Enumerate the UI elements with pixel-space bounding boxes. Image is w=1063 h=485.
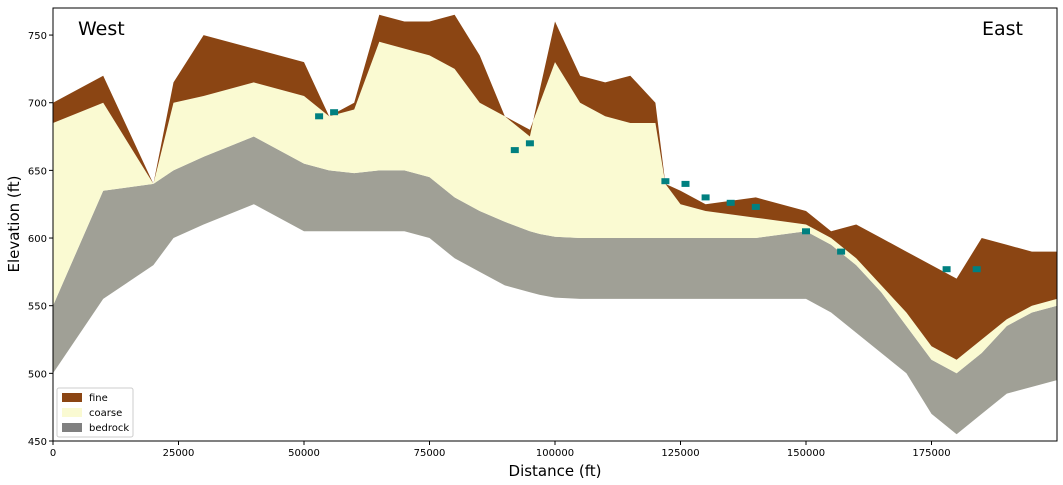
annotation-east: East xyxy=(982,18,1023,40)
y-axis: 450 500 550 600 650 700 750 xyxy=(28,31,53,448)
layer-bedrock xyxy=(53,136,1057,435)
legend-swatch-fine xyxy=(62,393,82,402)
x-axis-title: Distance (ft) xyxy=(509,462,602,480)
layer-coarse xyxy=(53,41,1057,374)
y-tick-label: 650 xyxy=(28,166,47,177)
legend-label-coarse: coarse xyxy=(89,408,122,419)
water-mark xyxy=(751,203,760,210)
x-tick-label: 125000 xyxy=(661,448,699,459)
layer-areas xyxy=(53,14,1057,435)
y-tick-label: 450 xyxy=(28,437,47,448)
x-axis: 0 25000 50000 75000 100000 125000 150000 175000 xyxy=(50,441,951,459)
x-tick-label: 100000 xyxy=(536,448,574,459)
y-tick-label: 700 xyxy=(28,99,47,110)
y-tick-label: 750 xyxy=(28,31,47,42)
water-mark xyxy=(681,180,690,187)
y-tick-label: 500 xyxy=(28,369,47,380)
water-mark xyxy=(972,266,981,273)
legend-swatch-bedrock xyxy=(62,423,82,432)
layer-fine xyxy=(53,14,1057,360)
water-mark xyxy=(837,248,846,255)
x-tick-label: 0 xyxy=(50,448,56,459)
water-mark xyxy=(330,109,339,116)
legend: fine coarse bedrock xyxy=(56,387,134,438)
legend-label-fine: fine xyxy=(89,393,108,404)
y-tick-label: 550 xyxy=(28,302,47,313)
legend-swatch-coarse xyxy=(62,408,82,417)
water-mark xyxy=(510,147,519,154)
annotation-west: West xyxy=(78,18,125,40)
water-mark xyxy=(942,266,951,273)
water-mark xyxy=(525,140,534,147)
water-mark xyxy=(315,113,324,120)
x-tick-label: 25000 xyxy=(163,448,195,459)
water-mark xyxy=(726,199,735,206)
x-tick-label: 150000 xyxy=(787,448,825,459)
water-mark xyxy=(661,178,670,185)
x-tick-label: 75000 xyxy=(414,448,446,459)
x-tick-label: 175000 xyxy=(912,448,950,459)
water-mark xyxy=(802,228,810,235)
y-tick-label: 600 xyxy=(28,234,47,245)
x-tick-label: 50000 xyxy=(288,448,320,459)
water-mark xyxy=(701,194,710,201)
y-axis-title: Elevation (ft) xyxy=(5,175,23,272)
legend-label-bedrock: bedrock xyxy=(89,423,129,434)
